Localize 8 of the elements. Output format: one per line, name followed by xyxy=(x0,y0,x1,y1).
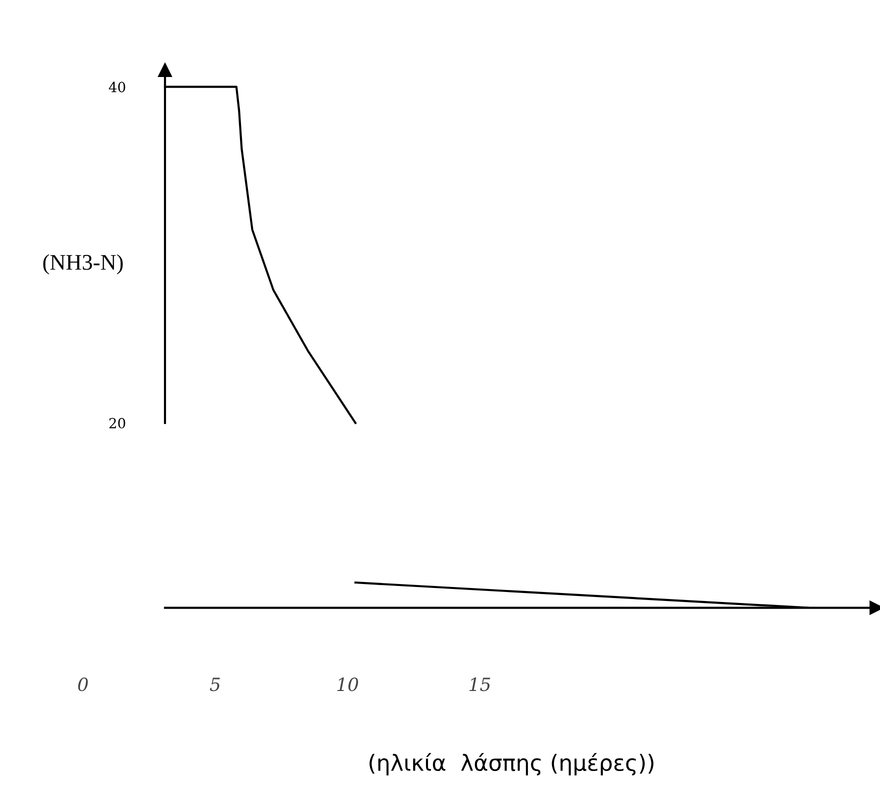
x-tick-label: 0 xyxy=(78,678,88,692)
x-axis-title: (ηλικία λάσπης (ημέρες)) xyxy=(370,752,654,776)
x-tick-label: 10 xyxy=(337,678,358,692)
y-axis-title: (NH3-N) xyxy=(43,254,123,274)
y-tick-label: 20 xyxy=(109,418,126,428)
x-tick-label: 5 xyxy=(210,678,220,692)
x-tick-label: 15 xyxy=(470,678,490,692)
y-tick-label: 40 xyxy=(108,82,126,92)
